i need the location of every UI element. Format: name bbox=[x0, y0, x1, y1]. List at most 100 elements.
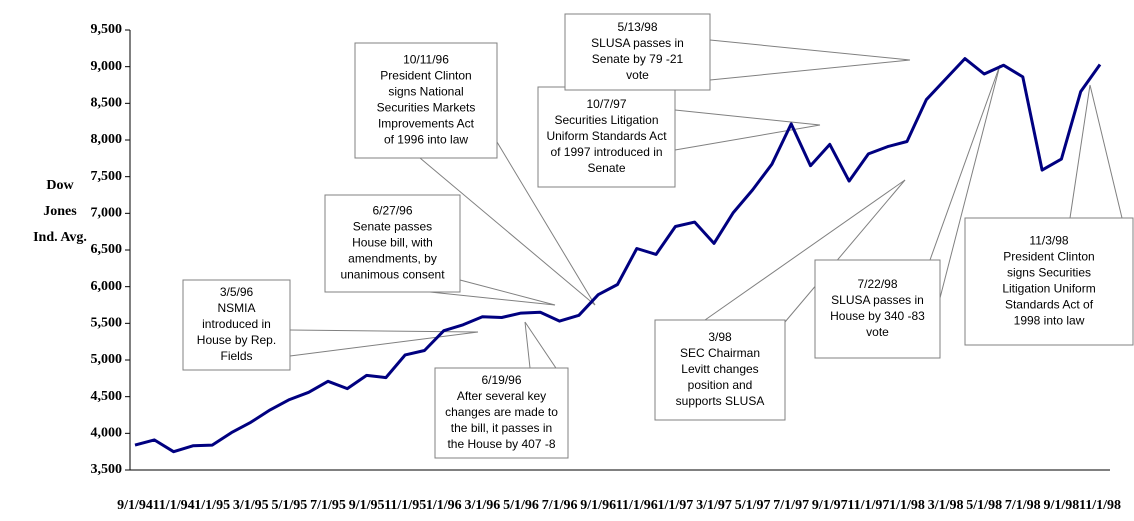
y-tick-label: 8,000 bbox=[91, 132, 123, 147]
y-tick-label: 5,500 bbox=[91, 316, 123, 331]
annotation-text: Securities Markets bbox=[377, 101, 476, 115]
annotation-text: amendments, by bbox=[348, 252, 437, 266]
leader-line bbox=[524, 321, 531, 369]
leader-line bbox=[289, 329, 479, 333]
annotation-text: the bill, it passes in bbox=[451, 421, 552, 435]
x-tick-label: 5/1/97 bbox=[735, 498, 771, 513]
x-tick-label: 7/1/98 bbox=[1005, 498, 1041, 513]
x-tick-label: 9/1/97 bbox=[812, 498, 848, 513]
annotation-text: Uniform Standards Act bbox=[546, 129, 667, 143]
x-tick-label: 7/1/95 bbox=[310, 498, 346, 513]
annotation-text: vote bbox=[626, 68, 649, 82]
annotation-text: Securities Litigation bbox=[554, 113, 658, 127]
leader-line bbox=[1089, 84, 1123, 219]
annotation-text: Senate by 79 -21 bbox=[592, 52, 684, 66]
annotation-text: House by Rep. bbox=[197, 333, 276, 347]
annotation-text: vote bbox=[866, 325, 889, 339]
y-axis-label-line: Ind. Avg. bbox=[33, 230, 87, 245]
annotation-text: NSMIA bbox=[217, 301, 255, 315]
annotation-text: 11/3/98 bbox=[1029, 234, 1068, 248]
annotation-text: 7/22/98 bbox=[857, 277, 897, 291]
y-axis-label-line: Dow bbox=[46, 178, 74, 193]
annotation-box bbox=[964, 217, 1134, 346]
annotation-text: Litigation Uniform bbox=[1002, 282, 1095, 296]
annotation-text: President Clinton bbox=[380, 69, 471, 83]
leader-line bbox=[419, 157, 596, 306]
annotation-box bbox=[654, 319, 786, 421]
annotation-text: After several key bbox=[457, 389, 546, 403]
annotation-text: 3/98 bbox=[708, 330, 732, 344]
y-tick-label: 9,500 bbox=[91, 22, 123, 37]
leader-line bbox=[704, 179, 906, 321]
x-tick-label: 11/1/97 bbox=[847, 498, 889, 513]
annotation-text: 6/27/96 bbox=[372, 204, 412, 218]
y-tick-label: 7,500 bbox=[91, 169, 123, 184]
leader-line bbox=[1069, 84, 1091, 219]
annotation-text: President Clinton bbox=[1003, 250, 1094, 264]
y-axis-label: Dow Jones Ind. Avg. bbox=[33, 178, 87, 245]
x-tick-label: 11/1/98 bbox=[1079, 498, 1121, 513]
x-tick-label: 11/1/94 bbox=[153, 498, 195, 513]
annotation-text: unanimous consent bbox=[340, 268, 445, 282]
annotation-box bbox=[434, 367, 569, 459]
annotation-box bbox=[537, 86, 676, 188]
annotation-text: 6/19/96 bbox=[481, 373, 521, 387]
leader-line bbox=[674, 124, 821, 151]
leader-line bbox=[429, 291, 556, 306]
data-line bbox=[134, 57, 1102, 454]
annotation-text: Senate passes bbox=[353, 220, 432, 234]
annotation-text: 5/13/98 bbox=[617, 20, 657, 34]
x-tick-label: 7/1/97 bbox=[773, 498, 809, 513]
leader-line bbox=[289, 331, 479, 357]
annotation-text: Levitt changes bbox=[681, 362, 758, 376]
annotation-text: House bill, with bbox=[352, 236, 433, 250]
annotation-text: changes are made to bbox=[445, 405, 558, 419]
leader-line bbox=[496, 141, 596, 306]
annotation-text: Improvements Act bbox=[378, 117, 475, 131]
annotation-text: 10/11/96 bbox=[403, 53, 449, 67]
annotation-text: Fields bbox=[220, 349, 252, 363]
x-tick-label: 3/1/98 bbox=[928, 498, 964, 513]
annotation-text: 10/7/97 bbox=[586, 97, 626, 111]
y-tick-label: 8,500 bbox=[91, 96, 123, 111]
annotation-text: supports SLUSA bbox=[676, 394, 765, 408]
leader-line bbox=[784, 179, 906, 323]
x-tick-label: 9/1/94 bbox=[117, 498, 153, 513]
leader-line bbox=[929, 64, 1001, 261]
leader-line bbox=[709, 59, 911, 81]
x-tick-label: 5/1/95 bbox=[272, 498, 308, 513]
x-tick-label: 1/1/96 bbox=[426, 498, 462, 513]
y-tick-label: 6,000 bbox=[91, 279, 123, 294]
leader-line bbox=[674, 109, 821, 126]
annotation-text: introduced in bbox=[202, 317, 271, 331]
x-tick-label: 7/1/96 bbox=[542, 498, 578, 513]
annotation-text: SLUSA passes in bbox=[591, 36, 684, 50]
x-tick-label: 5/1/98 bbox=[966, 498, 1002, 513]
x-tick-label: 11/1/95 bbox=[384, 498, 426, 513]
x-tick-label: 11/1/96 bbox=[616, 498, 658, 513]
y-tick-label: 4,500 bbox=[91, 389, 123, 404]
annotation-text: of 1996 into law bbox=[384, 133, 468, 147]
annotation-text: 1998 into law bbox=[1014, 314, 1085, 328]
x-tick-label: 3/1/96 bbox=[465, 498, 501, 513]
annotation-box bbox=[354, 42, 498, 159]
annotation-box bbox=[324, 194, 461, 293]
x-tick-label: 9/1/95 bbox=[349, 498, 385, 513]
y-tick-label: 6,500 bbox=[91, 242, 123, 257]
y-axis-label-line: Jones bbox=[43, 204, 77, 219]
annotation-text: of 1997 introduced in bbox=[550, 145, 662, 159]
annotation-text: position and bbox=[688, 378, 753, 392]
annotation-box bbox=[182, 279, 291, 371]
x-tick-label: 3/1/95 bbox=[233, 498, 269, 513]
annotation-text: Standards Act of bbox=[1005, 298, 1094, 312]
y-tick-label: 5,000 bbox=[91, 352, 123, 367]
x-tick-label: 9/1/96 bbox=[580, 498, 616, 513]
leader-line bbox=[709, 39, 911, 61]
x-tick-label: 9/1/98 bbox=[1044, 498, 1080, 513]
annotation-text: Senate bbox=[587, 161, 625, 175]
y-tick-label: 9,000 bbox=[91, 59, 123, 74]
y-tick-label: 4,000 bbox=[91, 426, 123, 441]
annotation-text: SLUSA passes in bbox=[831, 293, 924, 307]
x-tick-label: 1/1/97 bbox=[658, 498, 694, 513]
